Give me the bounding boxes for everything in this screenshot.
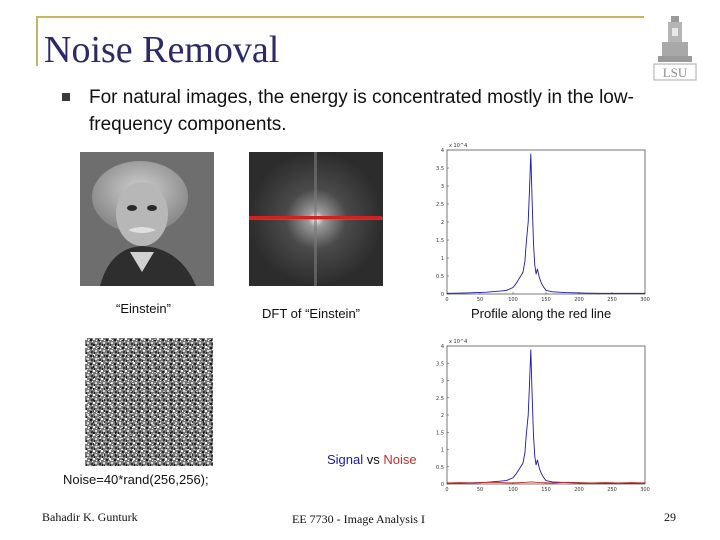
y-tick-label-0-0.5: 0.5 bbox=[436, 274, 444, 280]
y-tick-label-1-1.5: 1.5 bbox=[436, 430, 444, 436]
lsu-logo-text: LSU bbox=[663, 65, 688, 80]
y-tick-label-1-0: 0 bbox=[441, 482, 444, 488]
title-frame-top bbox=[36, 16, 644, 18]
legend-signal: Signal bbox=[327, 452, 364, 467]
y-tick-label-0-1: 1 bbox=[441, 256, 444, 262]
legend-noise: Noise bbox=[383, 452, 417, 467]
y-tick-label-0-3: 3 bbox=[441, 184, 444, 190]
footer-course: EE 7730 - Image Analysis I bbox=[292, 512, 425, 526]
plot-frame-1 bbox=[446, 345, 646, 485]
y-tick-label-0-2.5: 2.5 bbox=[436, 202, 444, 208]
profile-caption: Profile along the red line bbox=[471, 306, 612, 321]
y-tick-label-0-3.5: 3.5 bbox=[436, 166, 444, 172]
profile-plot-top: x 10^4 0 50 100 150 200 250 300 0 0.5 1 1.5 2 2.5 3 3.5… bbox=[436, 143, 650, 303]
y-tick-label-1-3: 3 bbox=[441, 379, 444, 385]
x-tick-label-0-100: 100 bbox=[508, 297, 518, 303]
x-tick-label-1-100: 100 bbox=[508, 487, 518, 493]
x-tick-label-0-150: 150 bbox=[541, 297, 551, 303]
profile-plot-bottom: x 10^4 0 50 100 150 200 250 300 0 0.5 1 1.5 2 2.5 3 3.5… bbox=[436, 339, 650, 493]
bullet-marker bbox=[62, 93, 70, 101]
dft-image bbox=[249, 152, 383, 286]
y-exponent-0: x 10^4 bbox=[449, 143, 467, 149]
x-tick-label-1-150: 150 bbox=[541, 487, 551, 493]
y-tick-label-1-4: 4 bbox=[441, 344, 444, 350]
y-tick-label-1-0.5: 0.5 bbox=[436, 465, 444, 471]
y-tick-label-0-2: 2 bbox=[441, 220, 444, 226]
y-exponent-1: x 10^4 bbox=[449, 339, 467, 345]
lsu-logo: LSU bbox=[653, 16, 697, 81]
x-tick-label-1-250: 250 bbox=[607, 487, 617, 493]
signal-vs-noise-legend: Signal vs Noise bbox=[327, 452, 417, 467]
dft-caption: DFT of “Einstein” bbox=[262, 306, 361, 321]
plot-frame-0 bbox=[446, 149, 646, 295]
x-tick-label-1-50: 50 bbox=[477, 487, 483, 493]
series-line-1-0 bbox=[446, 349, 645, 484]
x-tick-label-0-0: 0 bbox=[445, 297, 448, 303]
red-profile-line bbox=[249, 216, 382, 219]
y-tick-label-1-1: 1 bbox=[441, 448, 444, 454]
x-tick-label-0-200: 200 bbox=[574, 297, 584, 303]
series-line-0-0 bbox=[446, 153, 645, 294]
y-tick-label-0-4: 4 bbox=[441, 148, 444, 154]
x-tick-label-0-250: 250 bbox=[607, 297, 617, 303]
bullet-text: For natural images, the energy is concen… bbox=[89, 87, 634, 135]
title-frame-left bbox=[36, 16, 38, 66]
y-tick-label-0-0: 0 bbox=[441, 292, 444, 298]
y-tick-label-0-1.5: 1.5 bbox=[436, 238, 444, 244]
y-tick-label-1-2: 2 bbox=[441, 413, 444, 419]
footer-author: Bahadir K. Gunturk bbox=[42, 510, 138, 524]
x-tick-label-1-0: 0 bbox=[445, 487, 448, 493]
slide-title: Noise Removal bbox=[44, 29, 280, 71]
series-line-1-1 bbox=[446, 481, 646, 484]
y-tick-label-1-3.5: 3.5 bbox=[436, 361, 444, 367]
einstein-image bbox=[80, 152, 214, 286]
noise-image bbox=[85, 338, 213, 466]
noise-caption: Noise=40*rand(256,256); bbox=[63, 472, 209, 487]
legend-vs: vs bbox=[366, 452, 380, 467]
einstein-caption: “Einstein” bbox=[116, 301, 171, 316]
footer-page-number: 29 bbox=[664, 510, 676, 524]
y-tick-label-1-2.5: 2.5 bbox=[436, 396, 444, 402]
x-tick-label-1-200: 200 bbox=[574, 487, 584, 493]
x-tick-label-1-300: 300 bbox=[640, 487, 650, 493]
x-tick-label-0-300: 300 bbox=[640, 297, 650, 303]
x-tick-label-0-50: 50 bbox=[477, 297, 483, 303]
